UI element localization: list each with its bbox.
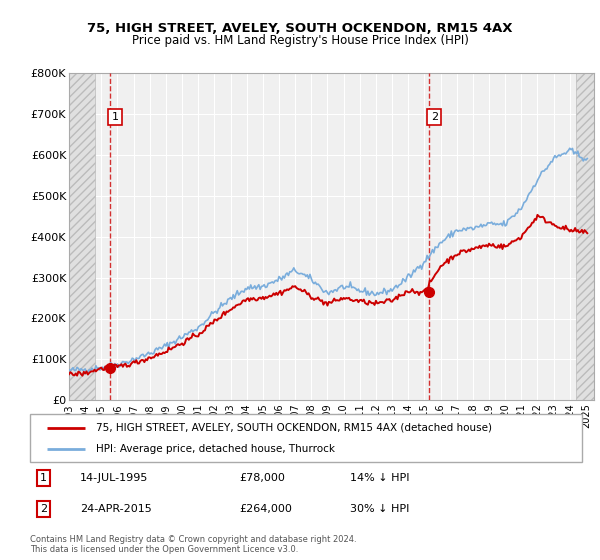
Text: 30% ↓ HPI: 30% ↓ HPI [350,504,410,514]
FancyBboxPatch shape [30,414,582,462]
Text: 75, HIGH STREET, AVELEY, SOUTH OCKENDON, RM15 4AX (detached house): 75, HIGH STREET, AVELEY, SOUTH OCKENDON,… [96,423,492,433]
Text: £78,000: £78,000 [240,473,286,483]
Text: £264,000: £264,000 [240,504,293,514]
Bar [69,73,95,400]
Text: 2: 2 [431,112,438,122]
Text: 1: 1 [112,112,118,122]
Text: 14-JUL-1995: 14-JUL-1995 [80,473,148,483]
Text: HPI: Average price, detached house, Thurrock: HPI: Average price, detached house, Thur… [96,444,335,454]
Text: Contains HM Land Registry data © Crown copyright and database right 2024.
This d: Contains HM Land Registry data © Crown c… [30,535,356,554]
Text: Price paid vs. HM Land Registry's House Price Index (HPI): Price paid vs. HM Land Registry's House … [131,34,469,46]
Text: 14% ↓ HPI: 14% ↓ HPI [350,473,410,483]
Text: 75, HIGH STREET, AVELEY, SOUTH OCKENDON, RM15 4AX: 75, HIGH STREET, AVELEY, SOUTH OCKENDON,… [87,22,513,35]
Text: 24-APR-2015: 24-APR-2015 [80,504,151,514]
Text: 2: 2 [40,504,47,514]
Text: 1: 1 [40,473,47,483]
Bar [576,73,594,400]
